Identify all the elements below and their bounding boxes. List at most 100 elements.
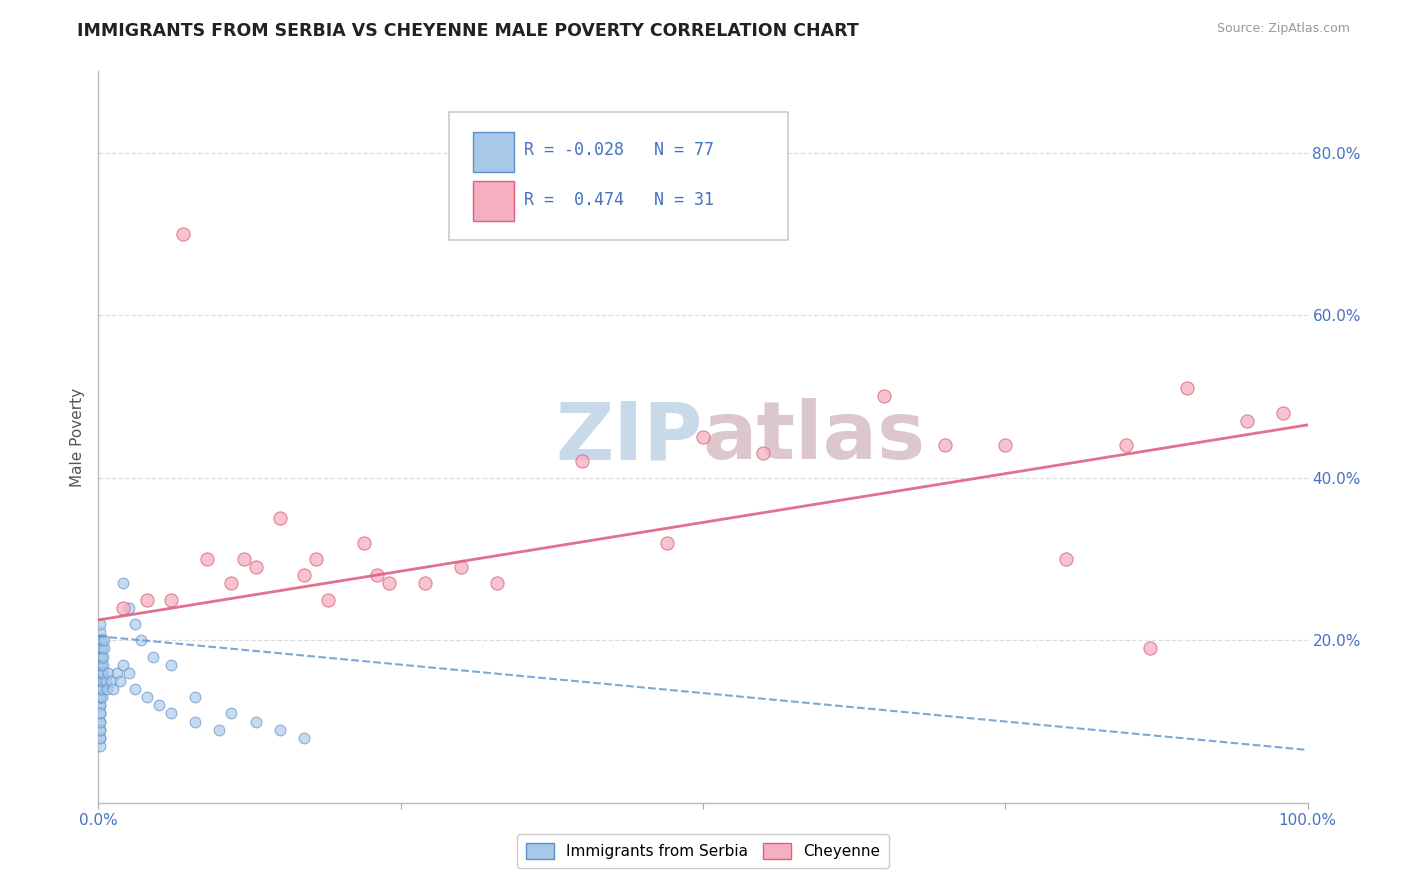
Point <box>245 714 267 729</box>
Point <box>105 665 128 680</box>
Point <box>108 673 131 688</box>
Point <box>148 698 170 713</box>
Point <box>91 649 114 664</box>
Point <box>94 673 117 688</box>
Point <box>89 723 111 737</box>
Point <box>93 633 115 648</box>
Point <box>873 389 896 403</box>
Point <box>89 731 111 745</box>
Point <box>97 665 120 680</box>
Point <box>90 641 112 656</box>
Point <box>89 649 111 664</box>
Point <box>245 560 267 574</box>
Point <box>90 657 112 672</box>
Point <box>89 657 111 672</box>
Text: atlas: atlas <box>703 398 927 476</box>
Point <box>232 552 254 566</box>
Point <box>89 706 111 721</box>
FancyBboxPatch shape <box>474 132 515 171</box>
Point <box>89 649 111 664</box>
Point <box>316 592 339 607</box>
Point <box>934 438 956 452</box>
Point <box>89 698 111 713</box>
Point <box>692 430 714 444</box>
Point <box>160 592 183 607</box>
Legend: Immigrants from Serbia, Cheyenne: Immigrants from Serbia, Cheyenne <box>517 834 889 868</box>
Point <box>1236 414 1258 428</box>
Point <box>89 633 111 648</box>
Point <box>89 625 111 640</box>
Point <box>89 731 111 745</box>
Text: IMMIGRANTS FROM SERBIA VS CHEYENNE MALE POVERTY CORRELATION CHART: IMMIGRANTS FROM SERBIA VS CHEYENNE MALE … <box>77 22 859 40</box>
Point <box>111 600 134 615</box>
Point <box>90 673 112 688</box>
Point <box>89 681 111 696</box>
Point <box>89 723 111 737</box>
Point <box>195 552 218 566</box>
Point <box>135 592 157 607</box>
Point <box>118 600 141 615</box>
Point <box>91 665 114 680</box>
Point <box>89 690 111 705</box>
Point <box>1175 381 1198 395</box>
FancyBboxPatch shape <box>449 112 787 240</box>
Point <box>91 690 114 705</box>
Text: ZIP: ZIP <box>555 398 703 476</box>
Point <box>111 576 134 591</box>
Point <box>89 633 111 648</box>
Point <box>269 723 291 737</box>
Point <box>221 706 243 721</box>
Point <box>269 511 291 525</box>
Point <box>160 706 183 721</box>
Point <box>142 649 165 664</box>
Point <box>1272 406 1295 420</box>
Point <box>90 665 112 680</box>
Point <box>91 649 114 664</box>
Point <box>89 714 111 729</box>
Text: R = -0.028   N = 77: R = -0.028 N = 77 <box>524 141 714 159</box>
Point <box>91 681 114 696</box>
Point <box>90 657 112 672</box>
Point <box>91 633 114 648</box>
Point <box>135 690 157 705</box>
Point <box>366 568 388 582</box>
Point <box>90 673 112 688</box>
Point <box>101 681 124 696</box>
Point <box>96 681 118 696</box>
Point <box>89 641 111 656</box>
Text: Source: ZipAtlas.com: Source: ZipAtlas.com <box>1216 22 1350 36</box>
Point <box>89 673 111 688</box>
Point <box>93 641 115 656</box>
Point <box>184 714 207 729</box>
Point <box>571 454 593 468</box>
Point <box>221 576 243 591</box>
Point <box>124 617 146 632</box>
Point <box>89 706 111 721</box>
Point <box>89 673 111 688</box>
Point <box>413 576 436 591</box>
Point <box>91 673 114 688</box>
Point <box>353 535 375 549</box>
Point <box>1139 641 1161 656</box>
Point <box>752 446 775 460</box>
Point <box>91 657 114 672</box>
Point <box>90 665 112 680</box>
Point <box>172 227 194 241</box>
Point <box>89 681 111 696</box>
Point <box>100 673 122 688</box>
Point <box>129 633 152 648</box>
Point <box>994 438 1017 452</box>
Point <box>292 731 315 745</box>
Point <box>1054 552 1077 566</box>
Point <box>90 681 112 696</box>
FancyBboxPatch shape <box>474 181 515 220</box>
Point <box>292 568 315 582</box>
Point <box>208 723 231 737</box>
Point <box>89 714 111 729</box>
Y-axis label: Male Poverty: Male Poverty <box>70 387 86 487</box>
Point <box>1115 438 1137 452</box>
Point <box>90 649 112 664</box>
Point <box>486 576 509 591</box>
Text: R =  0.474   N = 31: R = 0.474 N = 31 <box>524 191 714 209</box>
Point <box>90 633 112 648</box>
